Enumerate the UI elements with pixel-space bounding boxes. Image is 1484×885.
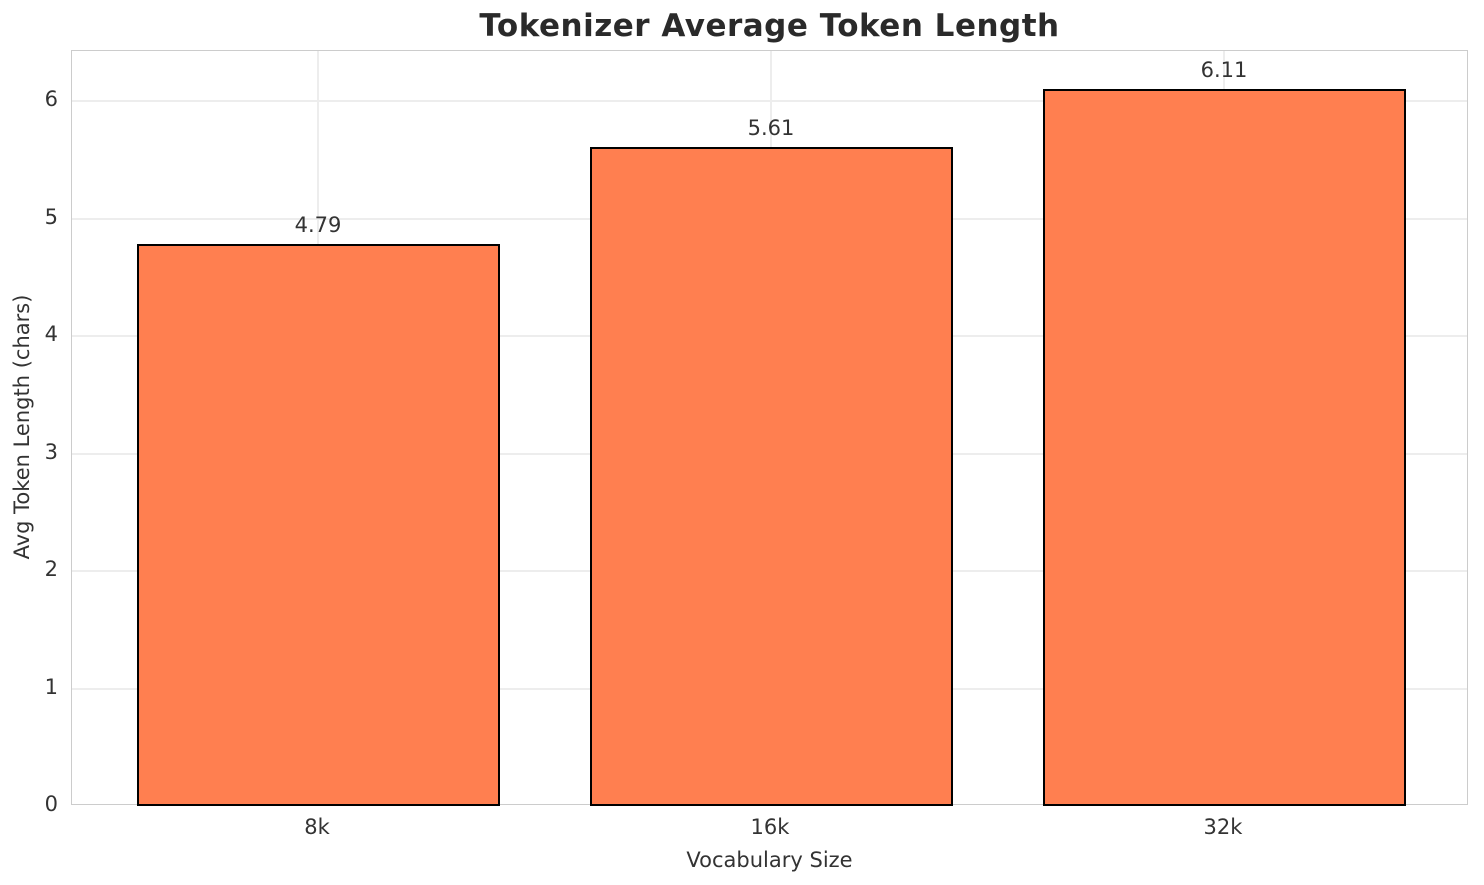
x-tick-label: 32k (1203, 815, 1243, 839)
bar-32k (1042, 88, 1406, 806)
x-axis-label: Vocabulary Size (686, 848, 853, 872)
x-tick-label: 16k (750, 815, 790, 839)
bar-value-label: 6.11 (1200, 57, 1248, 82)
bar-8k (136, 243, 500, 806)
y-gridline (72, 100, 1467, 103)
y-tick-label: 0 (44, 792, 58, 816)
chart-title: Tokenizer Average Token Length (479, 8, 1060, 44)
y-tick-label: 5 (44, 204, 58, 229)
y-tick-label: 3 (44, 439, 58, 464)
bar-16k (589, 147, 953, 806)
y-tick-label: 6 (44, 87, 58, 112)
y-tick-label: 2 (44, 557, 58, 582)
bar-value-label: 5.61 (747, 116, 795, 141)
plot-area: 4.79 5.61 6.11 (71, 50, 1468, 806)
x-tick-label: 8k (304, 815, 330, 839)
y-tick-label: 1 (44, 674, 58, 699)
y-tick-label: 4 (44, 322, 58, 347)
bar-value-label: 4.79 (294, 212, 342, 237)
